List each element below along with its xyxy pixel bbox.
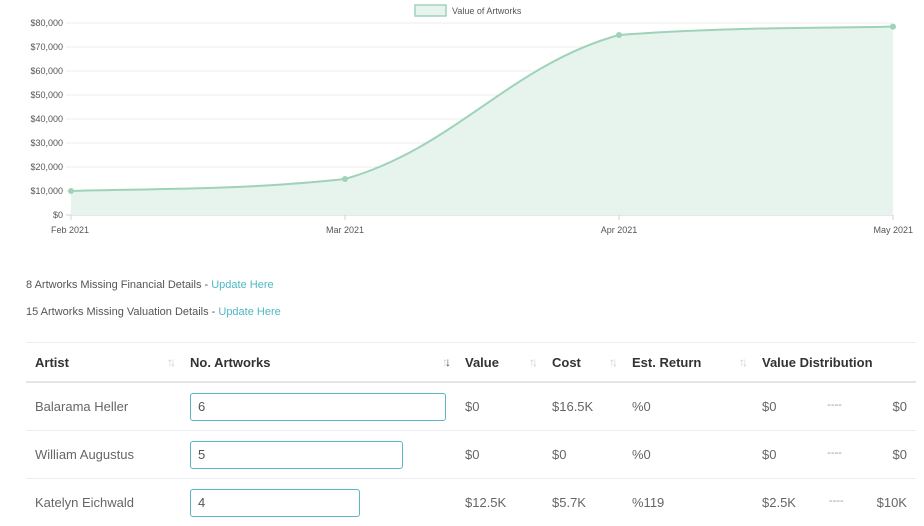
column-header-artist[interactable]: Artist↑↓ xyxy=(26,343,181,383)
x-tick-label: May 2021 xyxy=(873,225,913,235)
column-header-cost[interactable]: Cost↑↓ xyxy=(543,343,623,383)
legend-label: Value of Artworks xyxy=(452,6,522,16)
artist-name: Katelyn Eichwald xyxy=(26,479,181,526)
y-axis-ticks: $0 $10,000 $20,000 $30,000 $40,000 $50,000 $60… xyxy=(30,18,63,220)
x-tick-label: Apr 2021 xyxy=(601,225,638,235)
artist-name: William Augustus xyxy=(26,431,181,479)
sort-icon[interactable]: ↑↓ xyxy=(609,355,615,369)
table-row: William Augustus $0 $0 %0 $0 ---- $0 xyxy=(26,431,916,479)
data-point xyxy=(616,32,622,38)
column-header-value[interactable]: Value↑↓ xyxy=(456,343,543,383)
artworks-count-input[interactable] xyxy=(190,393,446,421)
return-cell: %0 xyxy=(623,382,753,431)
value-cell: $0 xyxy=(456,382,543,431)
y-tick-label: $20,000 xyxy=(30,162,63,172)
missing-financial-notice: 8 Artworks Missing Financial Details - U… xyxy=(26,279,274,291)
cost-cell: $16.5K xyxy=(543,382,623,431)
artworks-count-input[interactable] xyxy=(190,441,403,469)
dist-max: $0 xyxy=(893,447,907,462)
missing-valuation-text: 15 Artworks Missing Valuation Details - xyxy=(26,306,218,318)
artists-table: Artist↑↓ No. Artworks↑↓ Value↑↓ Cost↑↓ E… xyxy=(26,342,916,526)
value-distribution: $0 ---- $0 xyxy=(762,399,907,414)
value-cell: $0 xyxy=(456,431,543,479)
artist-name: Balarama Heller xyxy=(26,382,181,431)
missing-valuation-notice: 15 Artworks Missing Valuation Details - … xyxy=(26,306,281,318)
legend-swatch xyxy=(415,5,446,16)
value-cell: $12.5K xyxy=(456,479,543,526)
chart-legend[interactable]: Value of Artworks xyxy=(415,5,522,16)
y-tick-label: $50,000 xyxy=(30,90,63,100)
data-point xyxy=(890,24,896,30)
table-header-row: Artist↑↓ No. Artworks↑↓ Value↑↓ Cost↑↓ E… xyxy=(26,343,916,383)
column-header-distribution: Value Distribution xyxy=(753,343,916,383)
x-tick-label: Feb 2021 xyxy=(51,225,89,235)
missing-financial-text: 8 Artworks Missing Financial Details - xyxy=(26,279,211,291)
sort-desc-icon[interactable]: ↑↓ xyxy=(442,355,448,369)
dist-min: $0 xyxy=(762,447,776,462)
y-tick-label: $80,000 xyxy=(30,18,63,28)
update-valuation-link[interactable]: Update Here xyxy=(218,306,280,318)
y-tick-label: $60,000 xyxy=(30,66,63,76)
y-tick-label: $10,000 xyxy=(30,186,63,196)
table-row: Balarama Heller $0 $16.5K %0 $0 ---- $0 xyxy=(26,382,916,431)
value-area-fill xyxy=(71,27,893,215)
x-axis-ticks: Feb 2021 Mar 2021 Apr 2021 May 2021 xyxy=(51,225,913,235)
artworks-count-input[interactable] xyxy=(190,489,360,517)
y-tick-label: $30,000 xyxy=(30,138,63,148)
y-tick-label: $0 xyxy=(53,210,63,220)
cost-cell: $5.7K xyxy=(543,479,623,526)
dist-max: $0 xyxy=(893,399,907,414)
dist-min: $0 xyxy=(762,399,776,414)
data-point xyxy=(68,188,74,194)
data-point xyxy=(342,176,348,182)
cost-cell: $0 xyxy=(543,431,623,479)
dist-separator: ---- xyxy=(827,447,842,462)
table-row: Katelyn Eichwald $12.5K $5.7K %119 $2.5K… xyxy=(26,479,916,526)
sort-icon[interactable]: ↑↓ xyxy=(739,355,745,369)
dist-max: $10K xyxy=(877,495,907,510)
update-financial-link[interactable]: Update Here xyxy=(211,279,273,291)
x-tick-label: Mar 2021 xyxy=(326,225,364,235)
column-header-return[interactable]: Est. Return↑↓ xyxy=(623,343,753,383)
y-tick-label: $40,000 xyxy=(30,114,63,124)
dist-min: $2.5K xyxy=(762,495,796,510)
value-distribution: $0 ---- $0 xyxy=(762,447,907,462)
return-cell: %119 xyxy=(623,479,753,526)
sort-icon[interactable]: ↑↓ xyxy=(167,355,173,369)
y-tick-label: $70,000 xyxy=(30,42,63,52)
return-cell: %0 xyxy=(623,431,753,479)
column-header-artworks[interactable]: No. Artworks↑↓ xyxy=(181,343,456,383)
dist-separator: ---- xyxy=(829,495,844,510)
artwork-value-chart: $0 $10,000 $20,000 $30,000 $40,000 $50,000 $60… xyxy=(0,0,924,250)
sort-icon[interactable]: ↑↓ xyxy=(529,355,535,369)
value-distribution: $2.5K ---- $10K xyxy=(762,495,907,510)
dist-separator: ---- xyxy=(827,399,842,414)
